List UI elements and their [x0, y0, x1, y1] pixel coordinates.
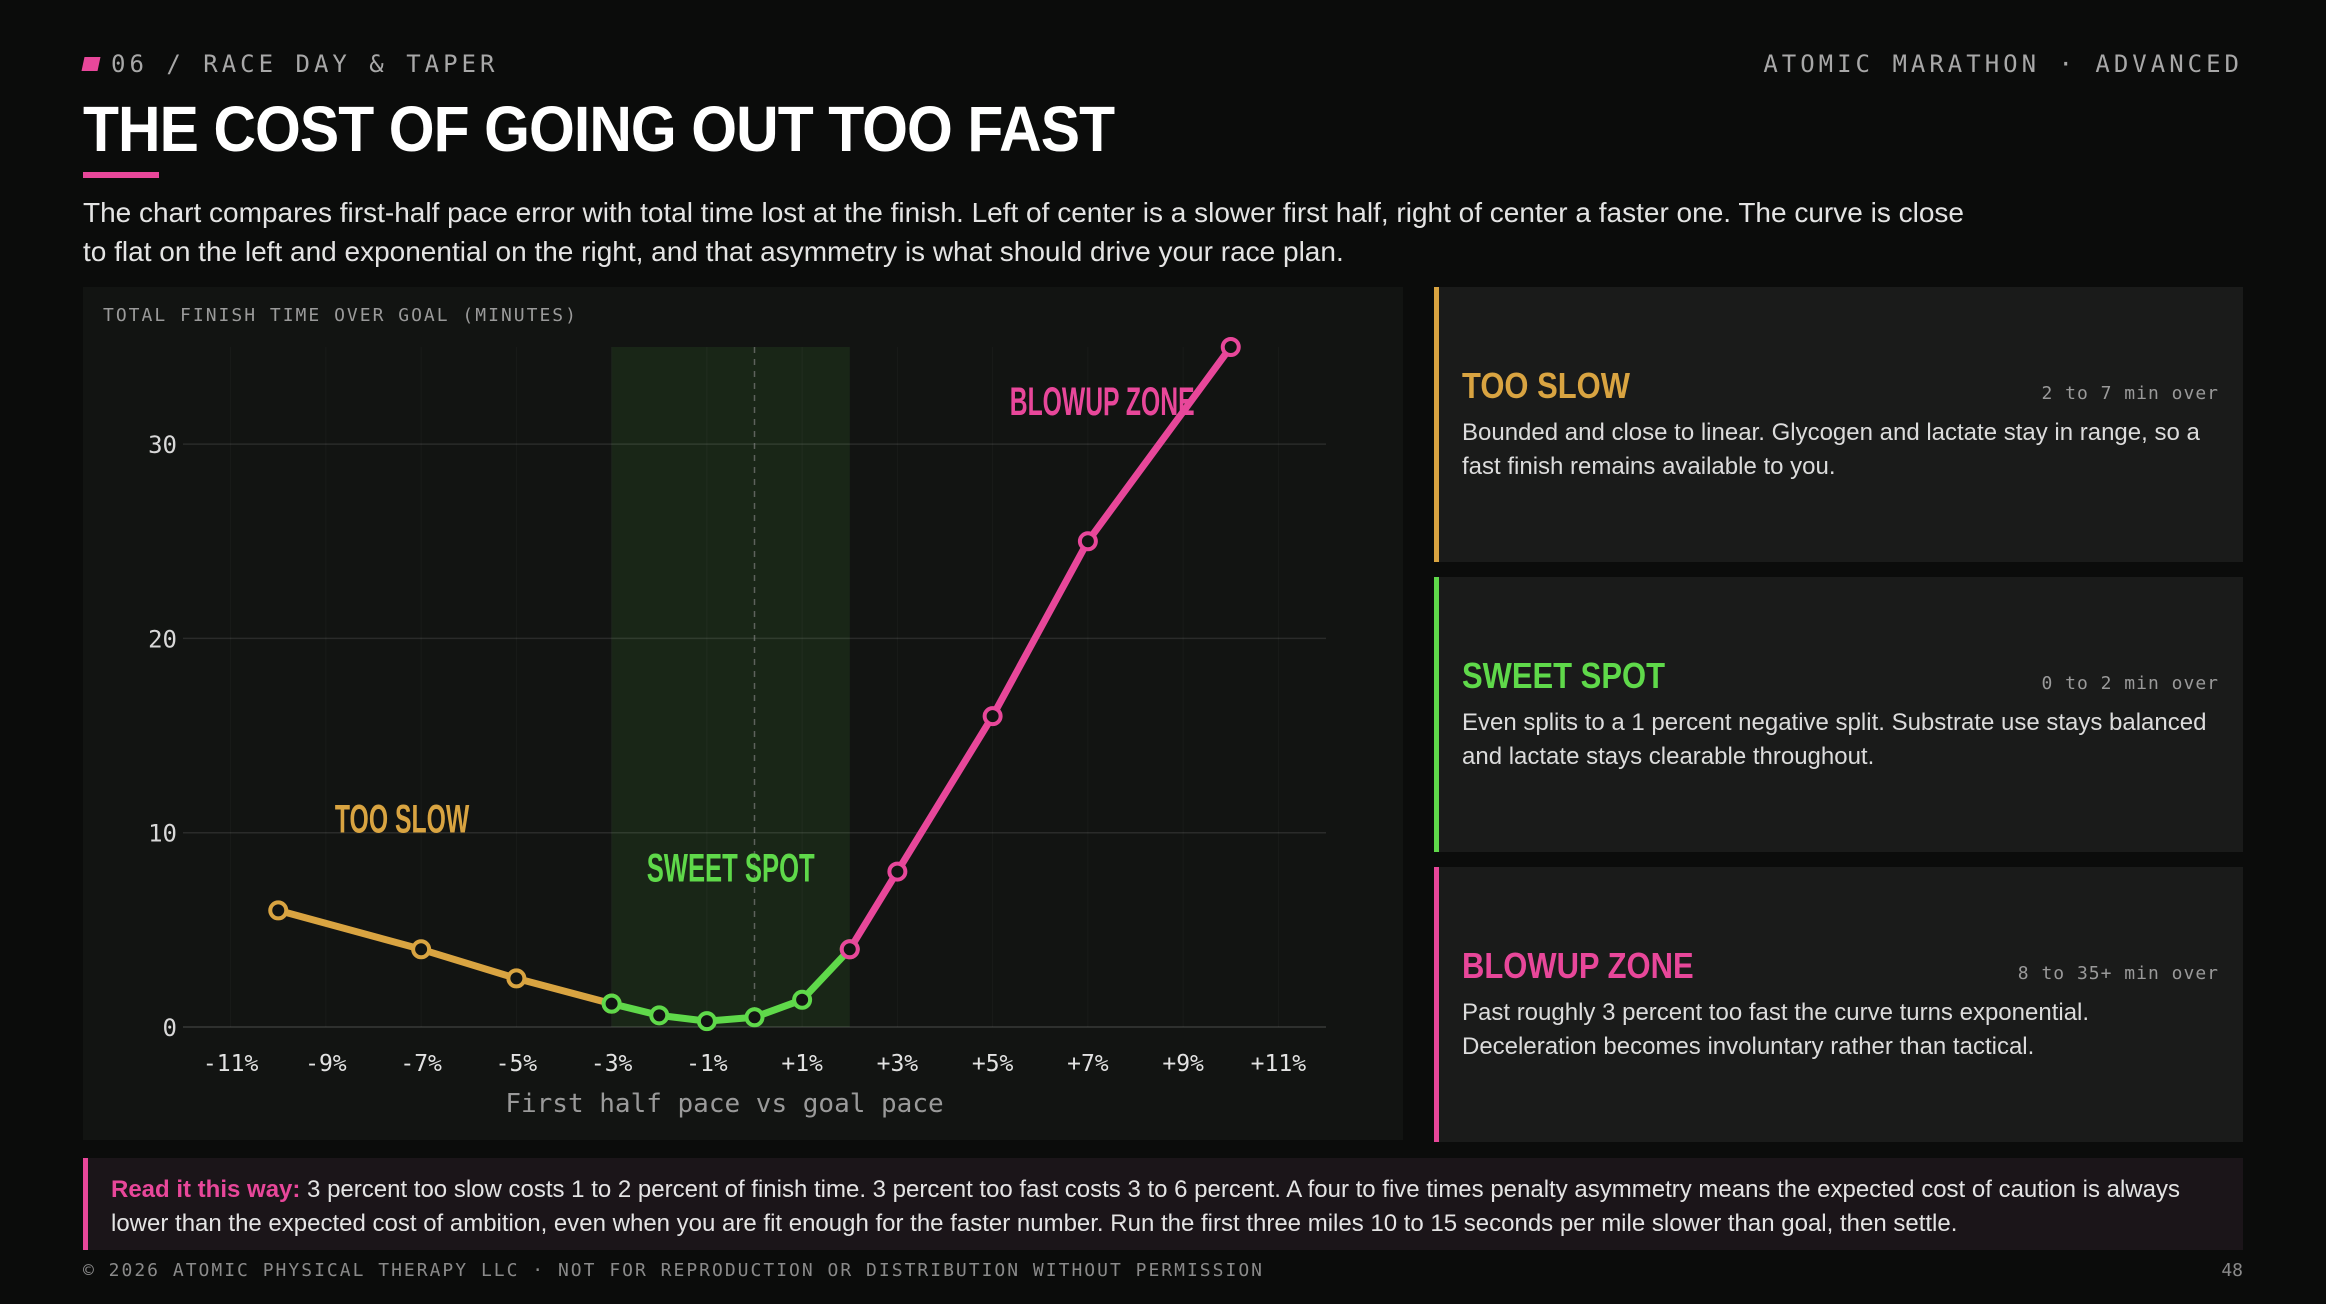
footer-copyright: © 2026 ATOMIC PHYSICAL THERAPY LLC · NOT…: [83, 1260, 1264, 1281]
title-underline: [83, 172, 159, 178]
section-tag: 06 / RACE DAY & TAPER: [81, 50, 499, 78]
x-tick-label: +7%: [1067, 1051, 1109, 1077]
card-body: Even splits to a 1 percent negative spli…: [1462, 709, 2207, 770]
card-body: Past roughly 3 percent too fast the curv…: [1462, 999, 2090, 1060]
series-line: [274, 906, 616, 1008]
data-point: [982, 706, 1003, 727]
card-title: TOO SLOW: [1462, 365, 1630, 406]
card-body: Bounded and close to linear. Glycogen an…: [1462, 419, 2200, 480]
x-tick-label: -3%: [591, 1051, 633, 1077]
top-bar: 06 / RACE DAY & TAPER ATOMIC MARATHON · …: [81, 50, 2243, 80]
x-tick-label: +11%: [1251, 1051, 1307, 1077]
card-range: 2 to 7 min over: [2041, 383, 2219, 404]
note-text: Read it this way: 3 percent too slow cos…: [111, 1173, 2221, 1241]
data-point: [506, 968, 527, 989]
y-tick-label: 20: [148, 625, 177, 653]
x-axis-label: First half pace vs goal pace: [505, 1089, 943, 1119]
pace-cost-chart: 0 10 20 30 -11% -9% -7% -5% -3% -1% +1% +3% +5% +7% +9…: [148, 337, 1326, 1119]
y-tick-label: 10: [148, 820, 177, 848]
data-point: [1077, 531, 1098, 552]
zone-annotation: SWEET SPOT: [647, 846, 815, 890]
x-tick-label: +9%: [1162, 1051, 1204, 1077]
section-label: 06 / RACE DAY & TAPER: [111, 50, 499, 78]
x-tick-label: +3%: [877, 1051, 919, 1077]
data-point: [839, 939, 860, 960]
section-marker-icon: [81, 57, 101, 71]
y-tick-label: 0: [163, 1014, 177, 1042]
sweet-spot-band: [611, 347, 850, 1027]
series-line: [846, 343, 1235, 953]
page-title: THE COST OF GOING OUT TOO FAST: [83, 93, 1115, 165]
note-lead: Read it this way:: [111, 1176, 301, 1203]
x-tick-label: -1%: [686, 1051, 728, 1077]
chart-panel: TOTAL FINISH TIME OVER GOAL (MINUTES) 0 1…: [83, 287, 1403, 1140]
card-accent-bar: [1434, 867, 1439, 1142]
zone-annotation: TOO SLOW: [335, 798, 470, 842]
x-tick-label: +5%: [972, 1051, 1014, 1077]
x-tick-label: -9%: [305, 1051, 347, 1077]
page-number: 48: [2221, 1260, 2243, 1281]
data-point: [744, 1007, 765, 1028]
data-point: [601, 993, 622, 1014]
brand-label: ATOMIC MARATHON · ADVANCED: [1763, 50, 2243, 78]
intro-paragraph: The chart compares first-half pace error…: [83, 197, 1964, 267]
data-point: [792, 989, 813, 1010]
read-it-note: Read it this way: 3 percent too slow cos…: [83, 1158, 2243, 1250]
zone-card: TOO SLOW 2 to 7 min over Bounded and close…: [1434, 287, 2243, 562]
x-tick-label: -5%: [496, 1051, 538, 1077]
note-body: 3 percent too slow costs 1 to 2 percent …: [111, 1176, 2180, 1237]
x-tick-label: -7%: [400, 1051, 442, 1077]
zone-card: BLOWUP ZONE 8 to 35+ min over Past roughly…: [1434, 867, 2243, 1142]
data-point: [268, 900, 289, 921]
data-point: [696, 1011, 717, 1032]
card-accent-bar: [1434, 577, 1439, 852]
zone-card: SWEET SPOT 0 to 2 min over Even splits to …: [1434, 577, 2243, 852]
card-title: SWEET SPOT: [1462, 655, 1665, 696]
card-title: BLOWUP ZONE: [1462, 945, 1694, 986]
card-range: 0 to 2 min over: [2041, 673, 2219, 694]
y-axis-title: TOTAL FINISH TIME OVER GOAL (MINUTES): [103, 305, 578, 326]
zone-annotation: BLOWUP ZONE: [1010, 380, 1195, 424]
data-point: [887, 861, 908, 882]
data-point: [1220, 337, 1241, 357]
card-accent-bar: [1434, 287, 1439, 562]
x-tick-label: -11%: [203, 1051, 259, 1077]
x-tick-label: +1%: [781, 1051, 823, 1077]
y-tick-label: 30: [148, 431, 177, 459]
note-accent-bar: [83, 1158, 88, 1250]
data-point: [411, 939, 432, 960]
card-range: 8 to 35+ min over: [2017, 963, 2219, 984]
data-point: [649, 1005, 670, 1026]
